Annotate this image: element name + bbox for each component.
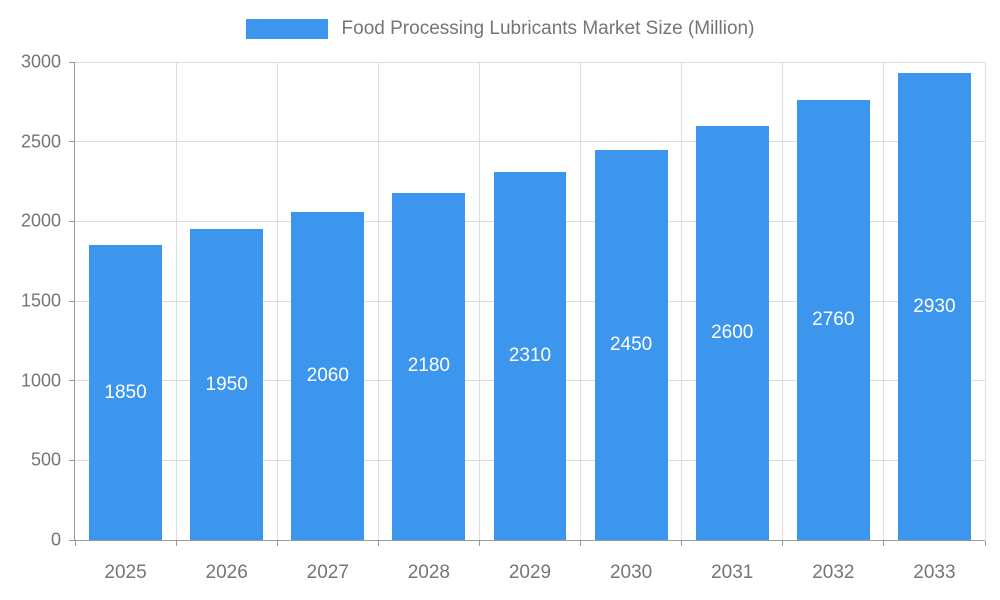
v-gridline: [681, 62, 683, 540]
x-axis-label: 2030: [609, 562, 653, 583]
legend-swatch: [245, 19, 328, 39]
x-tick: [478, 541, 480, 546]
bar: 2060: [291, 211, 365, 540]
bar-value-label: 2180: [407, 355, 451, 377]
x-axis-label: 2028: [407, 562, 451, 583]
x-axis-line: [74, 540, 985, 541]
bar-value-label: 2600: [711, 321, 754, 343]
x-tick: [883, 541, 885, 546]
x-tick: [681, 541, 683, 546]
y-axis-label: 1500: [20, 290, 61, 311]
v-gridline: [175, 62, 177, 540]
chart-legend[interactable]: Food Processing Lubricants Market Size (…: [0, 18, 1000, 40]
y-axis-label: 1000: [20, 370, 61, 391]
y-axis-label: 3000: [20, 51, 61, 72]
x-axis-label: 2029: [508, 562, 552, 583]
y-tick: [69, 459, 75, 461]
x-tick: [377, 541, 379, 546]
bar-value-label: 2450: [609, 333, 653, 355]
bar: 2600: [695, 125, 769, 540]
y-axis-label: 500: [30, 449, 61, 470]
y-axis-label: 2000: [20, 210, 61, 231]
bar: 1850: [89, 245, 162, 540]
bar-value-label: 1950: [205, 373, 248, 395]
v-gridline: [782, 62, 784, 540]
bar: 2180: [392, 192, 466, 540]
x-tick: [782, 541, 784, 546]
bar: 2760: [796, 100, 870, 540]
x-tick: [580, 541, 582, 546]
x-tick: [74, 541, 76, 546]
y-tick: [69, 539, 75, 541]
bar: 2930: [898, 73, 971, 540]
bar: 2450: [594, 149, 668, 540]
x-tick: [276, 541, 278, 546]
bar: 2310: [493, 171, 567, 540]
h-gridline: [75, 141, 985, 143]
chart-title: Food Processing Lubricants Market Size (…: [341, 18, 755, 39]
y-tick: [69, 61, 75, 63]
x-axis-label: 2031: [711, 562, 754, 583]
h-gridline: [75, 61, 985, 63]
v-gridline: [883, 62, 885, 540]
v-gridline: [478, 62, 480, 540]
v-gridline: [377, 62, 379, 540]
v-gridline: [984, 62, 986, 540]
x-axis-label: 2026: [205, 562, 248, 583]
bar-value-label: 2060: [306, 364, 349, 386]
x-tick: [984, 541, 986, 546]
x-axis-label: 2027: [306, 562, 349, 583]
bar-value-label: 1850: [104, 381, 147, 403]
v-gridline: [276, 62, 278, 540]
x-axis-label: 2025: [104, 562, 147, 583]
v-gridline: [580, 62, 582, 540]
y-tick: [69, 141, 75, 143]
y-axis-label: 2500: [20, 131, 61, 152]
x-tick: [175, 541, 177, 546]
y-axis-line: [74, 62, 75, 541]
y-tick: [69, 220, 75, 222]
y-tick: [69, 300, 75, 302]
bar-value-label: 2310: [508, 344, 552, 366]
y-tick: [69, 380, 75, 382]
bar-value-label: 2760: [812, 309, 855, 331]
bar: 1950: [190, 229, 264, 540]
y-axis-label: 0: [50, 529, 61, 550]
bar-value-label: 2930: [913, 295, 956, 317]
x-axis-label: 2033: [913, 562, 956, 583]
x-axis-label: 2032: [812, 562, 855, 583]
